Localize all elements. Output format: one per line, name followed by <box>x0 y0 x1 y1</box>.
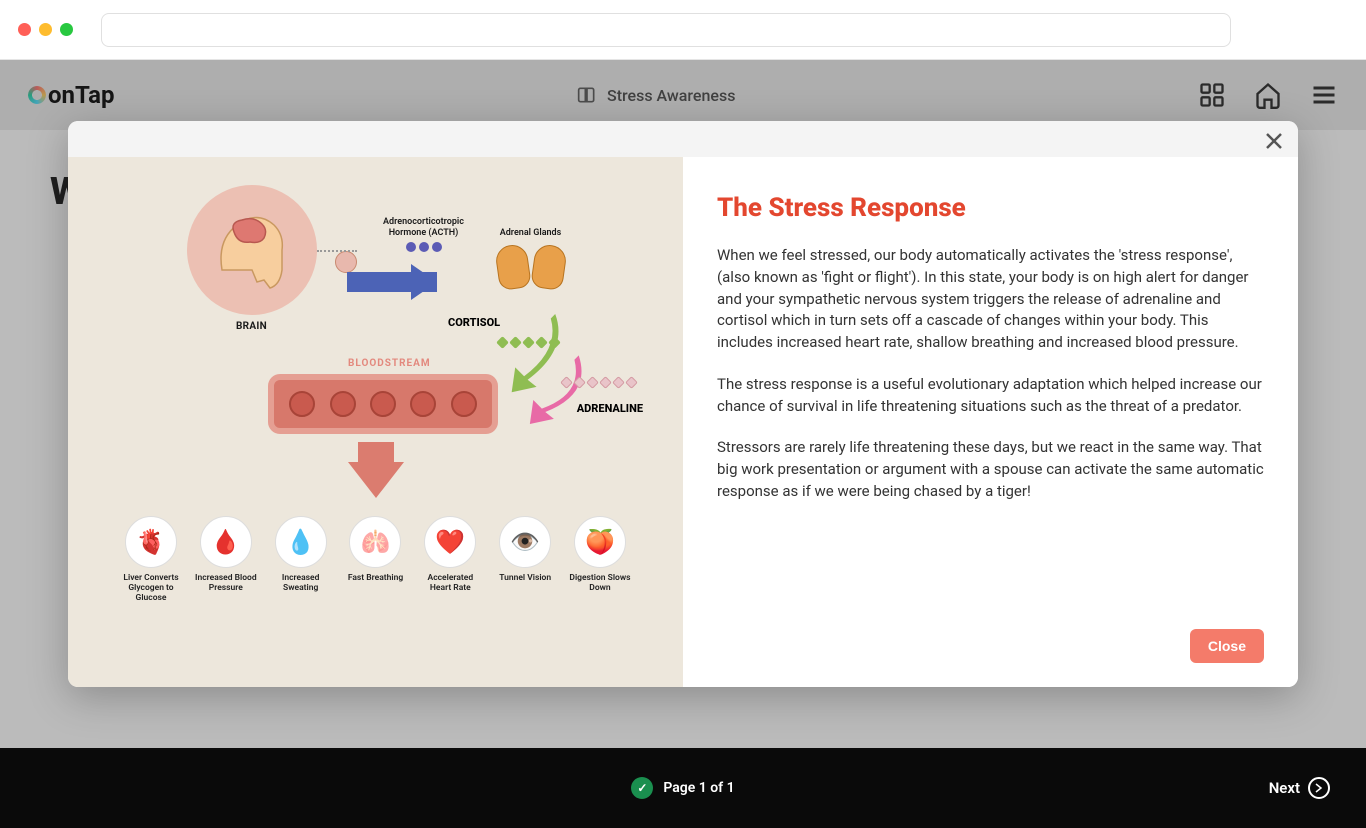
effect-icon: 🩸 <box>200 516 252 568</box>
cortisol-label: CORTISOL <box>448 316 500 329</box>
modal-content: The Stress Response When we feel stresse… <box>683 157 1298 687</box>
bloodstream-label: BLOODSTREAM <box>348 358 431 369</box>
modal-title: The Stress Response <box>717 193 1264 223</box>
effect-caption: Increased Blood Pressure <box>193 574 259 594</box>
traffic-lights <box>18 23 73 36</box>
cortisol-particles <box>496 334 561 353</box>
window-maximize[interactable] <box>60 23 73 36</box>
effects-row: 🫀 Liver Converts Glycogen to Glucose 🩸 Incr… <box>108 516 643 603</box>
effect-icon: 🫁 <box>349 516 401 568</box>
acth-dots <box>406 242 442 252</box>
effect-caption: Accelerated Heart Rate <box>417 574 483 594</box>
url-bar[interactable] <box>101 13 1231 47</box>
arrow-down-icon <box>348 462 404 498</box>
arrow-right-icon <box>411 264 437 300</box>
effect-caption: Tunnel Vision <box>499 574 551 584</box>
infographic-panel: BRAIN Adrenocorticotropic Hormone (ACTH) <box>68 157 683 687</box>
next-button[interactable]: Next <box>1269 777 1330 799</box>
adrenaline-arrow-icon <box>523 354 583 434</box>
infographic-row-mid: CORTISOL BLOODSTREAM ADRENALINE <box>108 344 643 454</box>
effect-caption: Increased Sweating <box>268 574 334 594</box>
effect-icon: 🍑 <box>574 516 626 568</box>
acth-label: Adrenocorticotropic Hormone (ACTH) <box>369 217 479 239</box>
browser-chrome <box>0 0 1366 60</box>
adrenaline-label: ADRENALINE <box>577 402 643 415</box>
bottom-bar: ✓ Page 1 of 1 Next <box>0 748 1366 828</box>
brain-diagram <box>187 185 317 315</box>
effect-icon: 💧 <box>275 516 327 568</box>
window-minimize[interactable] <box>39 23 52 36</box>
window-close[interactable] <box>18 23 31 36</box>
effect-item: 👁️ Tunnel Vision <box>492 516 558 603</box>
modal-paragraph-1: When we feel stressed, our body automati… <box>717 245 1264 354</box>
modal-header <box>68 121 1298 157</box>
modal-body: BRAIN Adrenocorticotropic Hormone (ACTH) <box>68 157 1298 687</box>
modal: BRAIN Adrenocorticotropic Hormone (ACTH) <box>68 121 1298 687</box>
adrenal-label: Adrenal Glands <box>500 228 562 239</box>
check-icon: ✓ <box>631 777 653 799</box>
infographic-row-top: BRAIN Adrenocorticotropic Hormone (ACTH) <box>108 185 643 332</box>
effect-item: 🍑 Digestion Slows Down <box>567 516 633 603</box>
effect-icon: ❤️ <box>424 516 476 568</box>
page-indicator: ✓ Page 1 of 1 <box>631 777 734 799</box>
effect-item: 💧 Increased Sweating <box>268 516 334 603</box>
adrenal-glands <box>497 245 565 289</box>
brain-label: BRAIN <box>236 321 267 332</box>
effect-item: 🫀 Liver Converts Glycogen to Glucose <box>118 516 184 603</box>
adrenaline-particles <box>560 374 638 393</box>
effect-caption: Digestion Slows Down <box>567 574 633 594</box>
effect-icon: 👁️ <box>499 516 551 568</box>
modal-overlay: BRAIN Adrenocorticotropic Hormone (ACTH) <box>0 60 1366 748</box>
effect-caption: Fast Breathing <box>348 574 403 584</box>
effect-item: ❤️ Accelerated Heart Rate <box>417 516 483 603</box>
next-label: Next <box>1269 779 1300 797</box>
effect-icon: 🫀 <box>125 516 177 568</box>
modal-paragraph-2: The stress response is a useful evolutio… <box>717 374 1264 418</box>
page-text: Page 1 of 1 <box>663 780 734 796</box>
arrow-right-icon <box>1308 777 1330 799</box>
modal-paragraph-3: Stressors are rarely life threatening th… <box>717 437 1264 502</box>
effect-caption: Liver Converts Glycogen to Glucose <box>118 574 184 603</box>
bloodstream <box>268 374 498 434</box>
effect-item: 🫁 Fast Breathing <box>342 516 408 603</box>
close-button[interactable]: Close <box>1190 629 1264 663</box>
close-icon[interactable] <box>1262 129 1286 153</box>
effect-item: 🩸 Increased Blood Pressure <box>193 516 259 603</box>
